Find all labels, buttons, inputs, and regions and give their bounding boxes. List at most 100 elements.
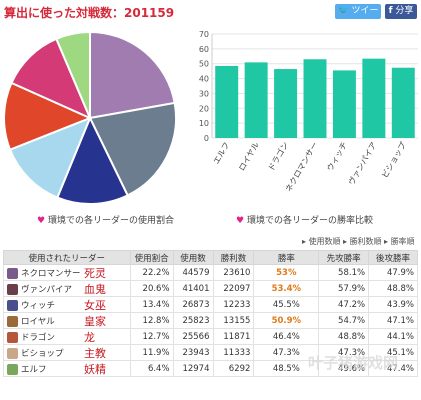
first-winrate-cell: 48.8% xyxy=(318,328,370,345)
second-winrate-cell: 47.9% xyxy=(368,264,418,281)
sort-by-uses-link[interactable]: ▸ 使用数順 xyxy=(302,237,341,246)
usage-pie-chart xyxy=(3,30,177,205)
usage-rate-cell: 12.7% xyxy=(129,328,174,345)
second-winrate-cell: 47.1% xyxy=(368,312,418,329)
leader-name: ウィッチ xyxy=(21,300,56,311)
pie-slice xyxy=(8,116,92,199)
first-winrate-cell: 47.2% xyxy=(318,296,370,313)
uses-cell: 25566 xyxy=(172,328,214,345)
sort-link-label: 使用数順 xyxy=(308,237,341,246)
pie-slice xyxy=(3,81,93,151)
leader-name: エルフ xyxy=(21,364,47,375)
winrate-cell: 46.4% xyxy=(253,328,320,345)
pie-slice xyxy=(10,37,92,120)
wins-cell: 23610 xyxy=(212,264,255,281)
leader-name: ネクロマンサー xyxy=(21,268,81,279)
x-tick-label: エルフ xyxy=(212,141,232,166)
table-row: ロイヤル 皇家 12.8% 25823 13155 50.9% 54.7% 47.1% xyxy=(3,312,418,329)
share-label: 分享 xyxy=(395,6,414,16)
y-tick-label: 10 xyxy=(199,119,209,128)
bar xyxy=(244,62,268,138)
y-tick-label: 60 xyxy=(199,45,209,54)
leader-cell: ウィッチ 女巫 xyxy=(3,296,131,313)
col-first-winrate: 先攻勝率 xyxy=(318,250,370,265)
bar-caption: ♥ 環境での各リーダーの勝率比較 xyxy=(236,213,373,226)
col-uses: 使用数 xyxy=(172,250,214,265)
chinese-annotation: 龙 xyxy=(84,331,95,344)
uses-cell: 23943 xyxy=(172,344,214,361)
first-winrate-cell: 49.6% xyxy=(318,360,370,377)
second-winrate-cell: 48.8% xyxy=(368,280,418,297)
chinese-annotation: 死灵 xyxy=(84,267,106,280)
usage-rate-cell: 6.4% xyxy=(129,360,174,377)
col-leader: 使用されたリーダー xyxy=(3,250,131,265)
uses-cell: 26873 xyxy=(172,296,214,313)
sort-by-winrate-link[interactable]: ▸ 勝率順 xyxy=(384,237,415,246)
second-winrate-cell: 44.1% xyxy=(368,328,418,345)
uses-cell: 12974 xyxy=(172,360,214,377)
table-row: ドラゴン 龙 12.7% 25566 11871 46.4% 48.8% 44.1% xyxy=(3,328,418,345)
chinese-annotation: 女巫 xyxy=(84,299,106,312)
facebook-share-button[interactable]: f 分享 xyxy=(385,4,417,19)
wins-cell: 22097 xyxy=(212,280,255,297)
leader-avatar-icon xyxy=(7,299,18,311)
col-usage-rate: 使用割合 xyxy=(129,250,174,265)
winrate-cell: 50.9% xyxy=(253,312,320,329)
winrate-cell: 53% xyxy=(253,264,320,281)
bar xyxy=(215,65,239,138)
location-pin-icon: ♥ xyxy=(236,216,245,226)
page-title: 算出に使った対戦数：201159 xyxy=(4,6,175,20)
uses-cell: 41401 xyxy=(172,280,214,297)
leader-name: ヴァンパイア xyxy=(21,284,73,295)
leader-name: ドラゴン xyxy=(21,332,56,343)
usage-rate-cell: 13.4% xyxy=(129,296,174,313)
col-winrate: 勝率 xyxy=(253,250,320,265)
leader-avatar-icon xyxy=(7,267,18,279)
pie-caption-text: 環境での各リーダーの使用割合 xyxy=(47,216,174,226)
leader-stats-table: 使用されたリーダー 使用割合 使用数 勝利数 勝率 先攻勝率 後攻勝率 ネクロマ… xyxy=(3,250,418,377)
x-tick-label: ヴァンパイア xyxy=(346,140,379,187)
x-tick-label: ドラゴン xyxy=(266,140,291,173)
chinese-annotation: 主教 xyxy=(84,347,106,360)
usage-rate-cell: 22.2% xyxy=(129,264,174,281)
wins-cell: 11333 xyxy=(212,344,255,361)
first-winrate-cell: 58.1% xyxy=(318,264,370,281)
usage-rate-cell: 11.9% xyxy=(129,344,174,361)
sort-by-wins-link[interactable]: ▸ 勝利数順 xyxy=(343,237,382,246)
first-winrate-cell: 57.9% xyxy=(318,280,370,297)
pie-slice xyxy=(88,101,177,197)
bar xyxy=(274,69,298,138)
wins-cell: 12233 xyxy=(212,296,255,313)
x-tick-label: ロイヤル xyxy=(237,141,261,173)
leader-avatar-icon xyxy=(7,315,18,327)
col-second-winrate: 後攻勝率 xyxy=(368,250,418,265)
table-row: エルフ 妖精 6.4% 12974 6292 48.5% 49.6% 47.4% xyxy=(3,360,418,377)
chinese-annotation: 血鬼 xyxy=(84,283,106,296)
bar xyxy=(332,70,356,138)
y-tick-label: 0 xyxy=(204,134,209,143)
wins-cell: 6292 xyxy=(212,360,255,377)
tweet-button[interactable]: 🐦 ツイート xyxy=(335,4,381,31)
chinese-annotation: 皇家 xyxy=(84,315,106,328)
first-winrate-cell: 54.7% xyxy=(318,312,370,329)
leader-cell: ロイヤル 皇家 xyxy=(3,312,131,329)
winrate-cell: 45.5% xyxy=(253,296,320,313)
leader-avatar-icon xyxy=(7,331,18,343)
bar xyxy=(303,59,327,138)
x-tick-label: ビショップ xyxy=(380,140,408,179)
facebook-icon: f xyxy=(388,6,393,16)
leader-cell: エルフ 妖精 xyxy=(3,360,131,377)
leader-cell: ビショップ 主教 xyxy=(3,344,131,361)
tweet-label: ツイート xyxy=(351,6,379,31)
sort-link-label: 勝利数順 xyxy=(349,237,382,246)
leader-cell: ネクロマンサー 死灵 xyxy=(3,264,131,281)
leader-cell: ヴァンパイア 血鬼 xyxy=(3,280,131,297)
twitter-bird-icon: 🐦 xyxy=(337,6,349,16)
uses-cell: 44579 xyxy=(172,264,214,281)
table-header-row: 使用されたリーダー 使用割合 使用数 勝利数 勝率 先攻勝率 後攻勝率 xyxy=(3,250,418,265)
table-row: ウィッチ 女巫 13.4% 26873 12233 45.5% 47.2% 43.9% xyxy=(3,296,418,313)
uses-cell: 25823 xyxy=(172,312,214,329)
leader-avatar-icon xyxy=(7,363,18,375)
pie-slice xyxy=(55,30,91,119)
